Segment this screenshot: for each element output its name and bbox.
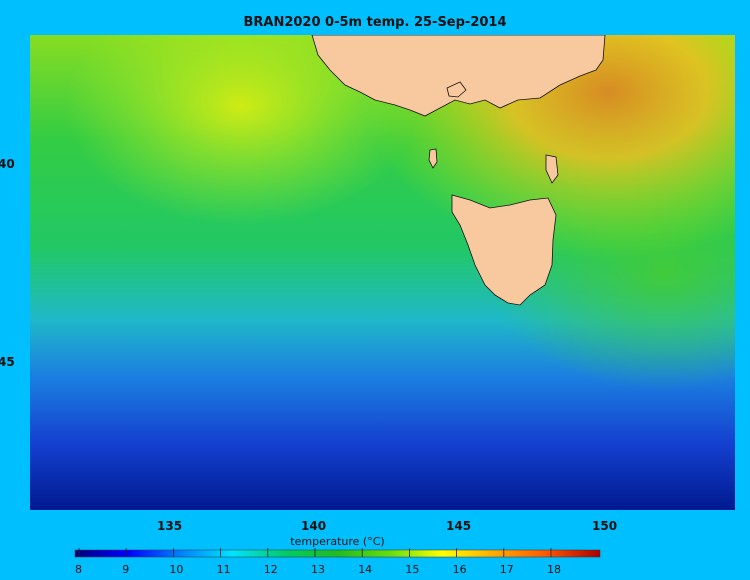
island-king (428, 148, 438, 169)
colorbar-tick-label-14: 14 (358, 563, 373, 576)
colorbar-gradient (74, 549, 601, 558)
colorbar-tick-label-11: 11 (216, 563, 231, 576)
colorbar (74, 548, 601, 558)
lon-tick-145: 145 (446, 519, 472, 533)
island-flinders (545, 154, 559, 184)
mainland-landmass (311, 35, 606, 117)
island-kangaroo (446, 81, 467, 98)
east-australian-current (30, 35, 735, 510)
colorbar-tick-label-17: 17 (499, 563, 514, 576)
map-title: BRAN2020 0-5m temp. 25-Sep-2014 (243, 15, 507, 30)
colorbar-tick-label-13: 13 (311, 563, 325, 576)
map-area (30, 35, 735, 510)
lon-tick-150: 150 (592, 519, 618, 533)
colorbar-tick-label-16: 16 (452, 563, 467, 576)
colorbar-tick-label-9: 9 (122, 563, 130, 576)
lon-tick-140: 140 (301, 519, 327, 533)
colorbar-tick-label-12: 12 (263, 563, 278, 576)
colorbar-tick-label-15: 15 (405, 563, 420, 576)
colorbar-tick-label-8: 8 (75, 563, 82, 576)
lat-tick-45: -45 (0, 355, 15, 369)
lon-tick-135: 135 (157, 519, 183, 533)
lat-tick-40: -40 (0, 157, 15, 171)
colorbar-label: temperature (°C) (290, 535, 385, 548)
colorbar-tick-label-10: 10 (169, 563, 184, 576)
tasmania-landmass (451, 194, 557, 306)
colorbar-tick-label-18: 18 (547, 563, 561, 576)
